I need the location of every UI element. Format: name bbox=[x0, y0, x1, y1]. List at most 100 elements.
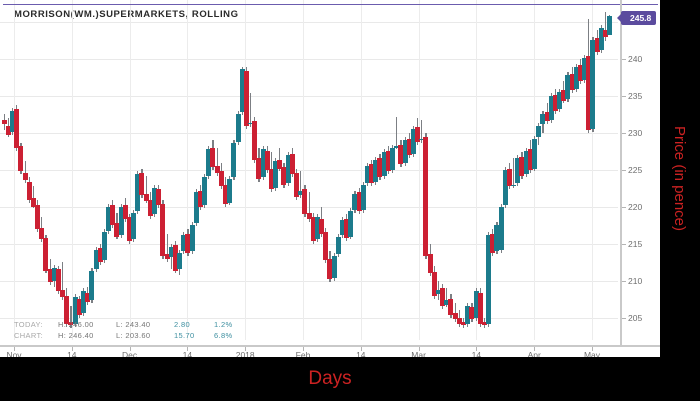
candlestick[interactable] bbox=[502, 0, 508, 340]
candlestick[interactable] bbox=[590, 0, 596, 340]
candlestick[interactable] bbox=[456, 0, 462, 340]
candlestick[interactable] bbox=[239, 0, 245, 340]
candlestick[interactable] bbox=[323, 0, 329, 340]
candlestick[interactable] bbox=[206, 0, 212, 340]
candlestick[interactable] bbox=[536, 0, 542, 340]
candlestick[interactable] bbox=[519, 0, 525, 340]
candlestick[interactable] bbox=[498, 0, 504, 340]
candlestick[interactable] bbox=[248, 0, 254, 340]
candlestick[interactable] bbox=[243, 0, 249, 340]
candlestick[interactable] bbox=[506, 0, 512, 340]
candlestick[interactable] bbox=[273, 0, 279, 340]
candlestick[interactable] bbox=[289, 0, 295, 340]
candlestick[interactable] bbox=[490, 0, 496, 340]
candlestick[interactable] bbox=[143, 0, 149, 340]
candlestick[interactable] bbox=[218, 0, 224, 340]
candlestick[interactable] bbox=[423, 0, 429, 340]
candlestick[interactable] bbox=[231, 0, 237, 340]
candlestick[interactable] bbox=[81, 0, 86, 340]
candlestick[interactable] bbox=[410, 0, 416, 340]
candlestick[interactable] bbox=[5, 0, 11, 340]
candlestick[interactable] bbox=[268, 0, 274, 340]
candlestick[interactable] bbox=[256, 0, 262, 340]
candlestick[interactable] bbox=[385, 0, 391, 340]
candlestick[interactable] bbox=[440, 0, 446, 340]
candlestick[interactable] bbox=[227, 0, 233, 340]
candlestick[interactable] bbox=[494, 0, 500, 340]
candlestick[interactable] bbox=[415, 0, 421, 340]
candlestick[interactable] bbox=[364, 0, 370, 340]
candlestick[interactable] bbox=[64, 0, 70, 340]
candlestick[interactable] bbox=[394, 0, 400, 340]
candlestick[interactable] bbox=[126, 0, 132, 340]
candlestick[interactable] bbox=[544, 0, 550, 340]
candlestick[interactable] bbox=[172, 0, 178, 340]
candlestick[interactable] bbox=[264, 0, 270, 340]
candlestick[interactable] bbox=[444, 0, 450, 340]
plot-area[interactable] bbox=[0, 0, 618, 340]
candlestick[interactable] bbox=[152, 0, 157, 340]
candlestick[interactable] bbox=[598, 0, 604, 340]
candlestick[interactable] bbox=[427, 0, 433, 340]
candlestick[interactable] bbox=[327, 0, 333, 340]
candlestick[interactable] bbox=[93, 0, 99, 340]
candlestick[interactable] bbox=[39, 0, 45, 340]
candlestick[interactable] bbox=[110, 0, 116, 340]
candlestick[interactable] bbox=[193, 0, 199, 340]
candlestick[interactable] bbox=[565, 0, 571, 340]
candlestick[interactable] bbox=[118, 0, 124, 340]
candlestick[interactable] bbox=[477, 0, 483, 340]
candlestick[interactable] bbox=[60, 0, 66, 340]
candlestick[interactable] bbox=[469, 0, 475, 340]
candlestick[interactable] bbox=[202, 0, 208, 340]
candlestick[interactable] bbox=[486, 0, 492, 340]
candlestick[interactable] bbox=[573, 0, 579, 340]
candlestick[interactable] bbox=[419, 0, 425, 340]
candlestick[interactable] bbox=[68, 0, 74, 340]
candlestick[interactable] bbox=[10, 0, 16, 340]
candlestick[interactable] bbox=[582, 0, 588, 340]
candlestick[interactable] bbox=[293, 0, 299, 340]
candlestick[interactable] bbox=[302, 0, 308, 340]
candlestick[interactable] bbox=[569, 0, 575, 340]
candlestick[interactable] bbox=[402, 0, 408, 340]
candlestick[interactable] bbox=[89, 0, 95, 340]
candlestick[interactable] bbox=[360, 0, 366, 340]
candlestick[interactable] bbox=[18, 0, 24, 340]
candlestick[interactable] bbox=[356, 0, 362, 340]
candlestick[interactable] bbox=[156, 0, 162, 340]
candlestick[interactable] bbox=[390, 0, 395, 340]
candlestick[interactable] bbox=[260, 0, 266, 340]
candlestick[interactable] bbox=[577, 0, 583, 340]
candlestick[interactable] bbox=[85, 0, 91, 340]
candlestick[interactable] bbox=[189, 0, 195, 340]
candlestick[interactable] bbox=[594, 0, 600, 340]
candlestick[interactable] bbox=[348, 0, 354, 340]
candlestick[interactable] bbox=[319, 0, 325, 340]
candlestick[interactable] bbox=[285, 0, 291, 340]
candlestick[interactable] bbox=[214, 0, 220, 340]
candlestick[interactable] bbox=[210, 0, 216, 340]
candlestick[interactable] bbox=[185, 0, 191, 340]
candlestick[interactable] bbox=[352, 0, 358, 340]
candlestick[interactable] bbox=[177, 0, 183, 340]
candlestick[interactable] bbox=[139, 0, 145, 340]
candlestick[interactable] bbox=[435, 0, 441, 340]
candlestick[interactable] bbox=[465, 0, 471, 340]
candlestick[interactable] bbox=[377, 0, 383, 340]
candlestick[interactable] bbox=[235, 0, 241, 340]
candlestick[interactable] bbox=[602, 0, 608, 340]
candlestick[interactable] bbox=[607, 0, 613, 340]
candlestick[interactable] bbox=[164, 0, 170, 340]
candlestick[interactable] bbox=[97, 0, 103, 340]
candlestick[interactable] bbox=[106, 0, 112, 340]
candlestick[interactable] bbox=[76, 0, 82, 340]
candlestick[interactable] bbox=[252, 0, 258, 340]
candlestick[interactable] bbox=[586, 0, 592, 340]
candlestick[interactable] bbox=[448, 0, 454, 340]
candlestick[interactable] bbox=[101, 0, 107, 340]
candlestick[interactable] bbox=[381, 0, 387, 340]
candlestick[interactable] bbox=[22, 0, 28, 340]
candlestick[interactable] bbox=[135, 0, 141, 340]
candlestick[interactable] bbox=[511, 0, 517, 340]
